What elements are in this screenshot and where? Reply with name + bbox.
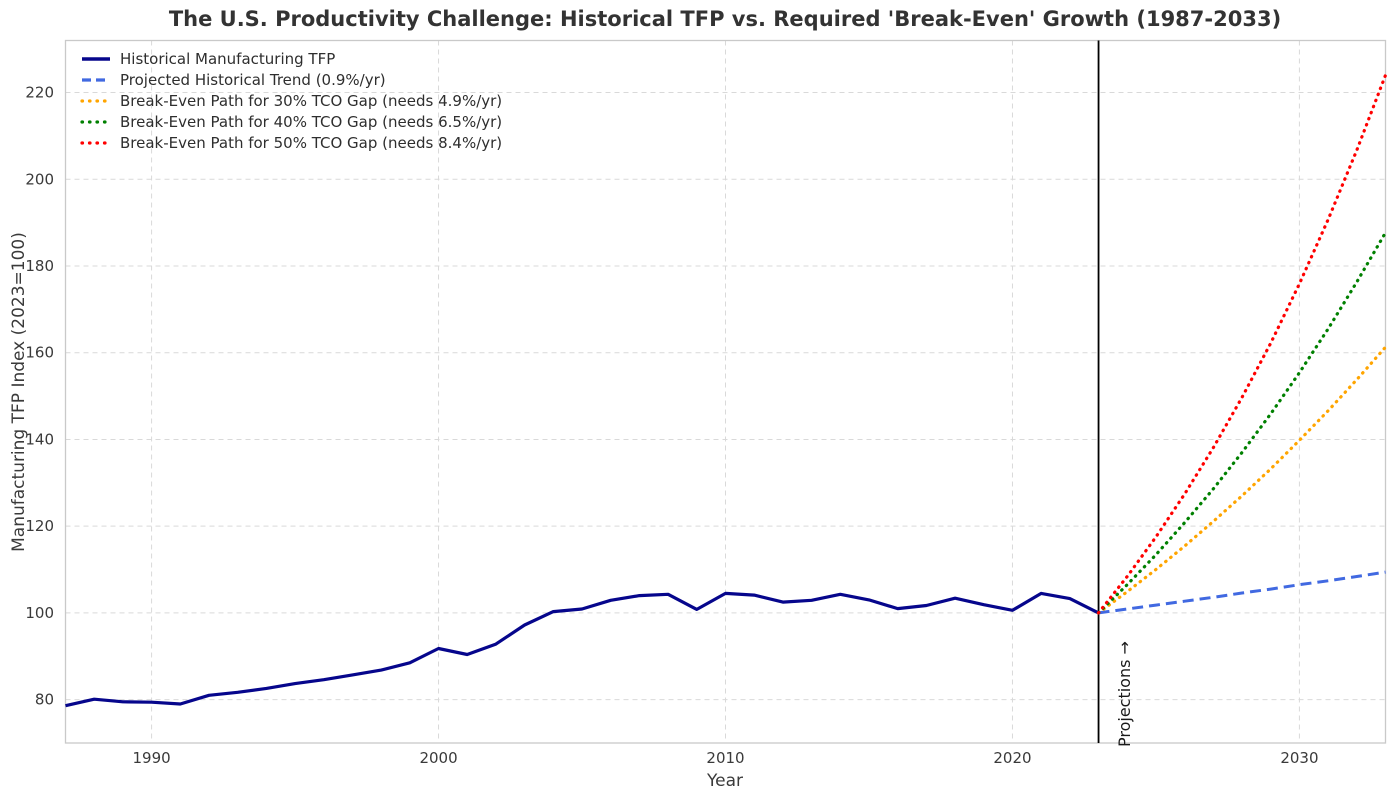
projections-annotation: Projections → bbox=[1115, 641, 1134, 747]
x-tick-label: 1990 bbox=[132, 749, 170, 767]
axis-tick-labels: 1990 2000 2010 2020 2030 80 100 120 140 160 180 200… bbox=[25, 84, 1318, 767]
gridlines bbox=[65, 40, 1386, 743]
data-series bbox=[65, 73, 1388, 708]
x-tick-label: 2030 bbox=[1280, 749, 1318, 767]
legend-label-3: Break-Even Path for 40% TCO Gap (needs 6… bbox=[120, 113, 502, 131]
x-tick-label: 2000 bbox=[419, 749, 457, 767]
legend-label-2: Break-Even Path for 30% TCO Gap (needs 4… bbox=[120, 92, 502, 110]
plot-area bbox=[64, 39, 1387, 744]
legend: Historical Manufacturing TFP Projected Hi… bbox=[80, 50, 502, 152]
legend-label-4: Break-Even Path for 50% TCO Gap (needs 8… bbox=[120, 134, 502, 152]
y-tick-label: 200 bbox=[25, 170, 54, 188]
chart-title: The U.S. Productivity Challenge: Histori… bbox=[169, 7, 1281, 31]
y-tick-label: 180 bbox=[25, 257, 54, 275]
y-tick-label: 220 bbox=[25, 84, 54, 102]
x-tick-label: 2010 bbox=[706, 749, 744, 767]
series-line-3 bbox=[1096, 231, 1388, 615]
y-tick-label: 160 bbox=[25, 344, 54, 362]
legend-label-1: Projected Historical Trend (0.9%/yr) bbox=[120, 71, 386, 89]
y-tick-label: 140 bbox=[25, 430, 54, 448]
series-line-2 bbox=[1096, 345, 1388, 615]
y-tick-label: 80 bbox=[35, 691, 54, 709]
series-line-4 bbox=[1096, 73, 1388, 615]
x-axis-label: Year bbox=[706, 771, 743, 791]
legend-label-0: Historical Manufacturing TFP bbox=[120, 50, 335, 68]
y-tick-label: 100 bbox=[25, 604, 54, 622]
series-line-0 bbox=[65, 591, 1100, 708]
x-tick-label: 2020 bbox=[993, 749, 1031, 767]
series-line-1 bbox=[1098, 570, 1386, 615]
y-axis-label: Manufacturing TFP Index (2023=100) bbox=[9, 232, 29, 552]
y-tick-label: 120 bbox=[25, 517, 54, 535]
